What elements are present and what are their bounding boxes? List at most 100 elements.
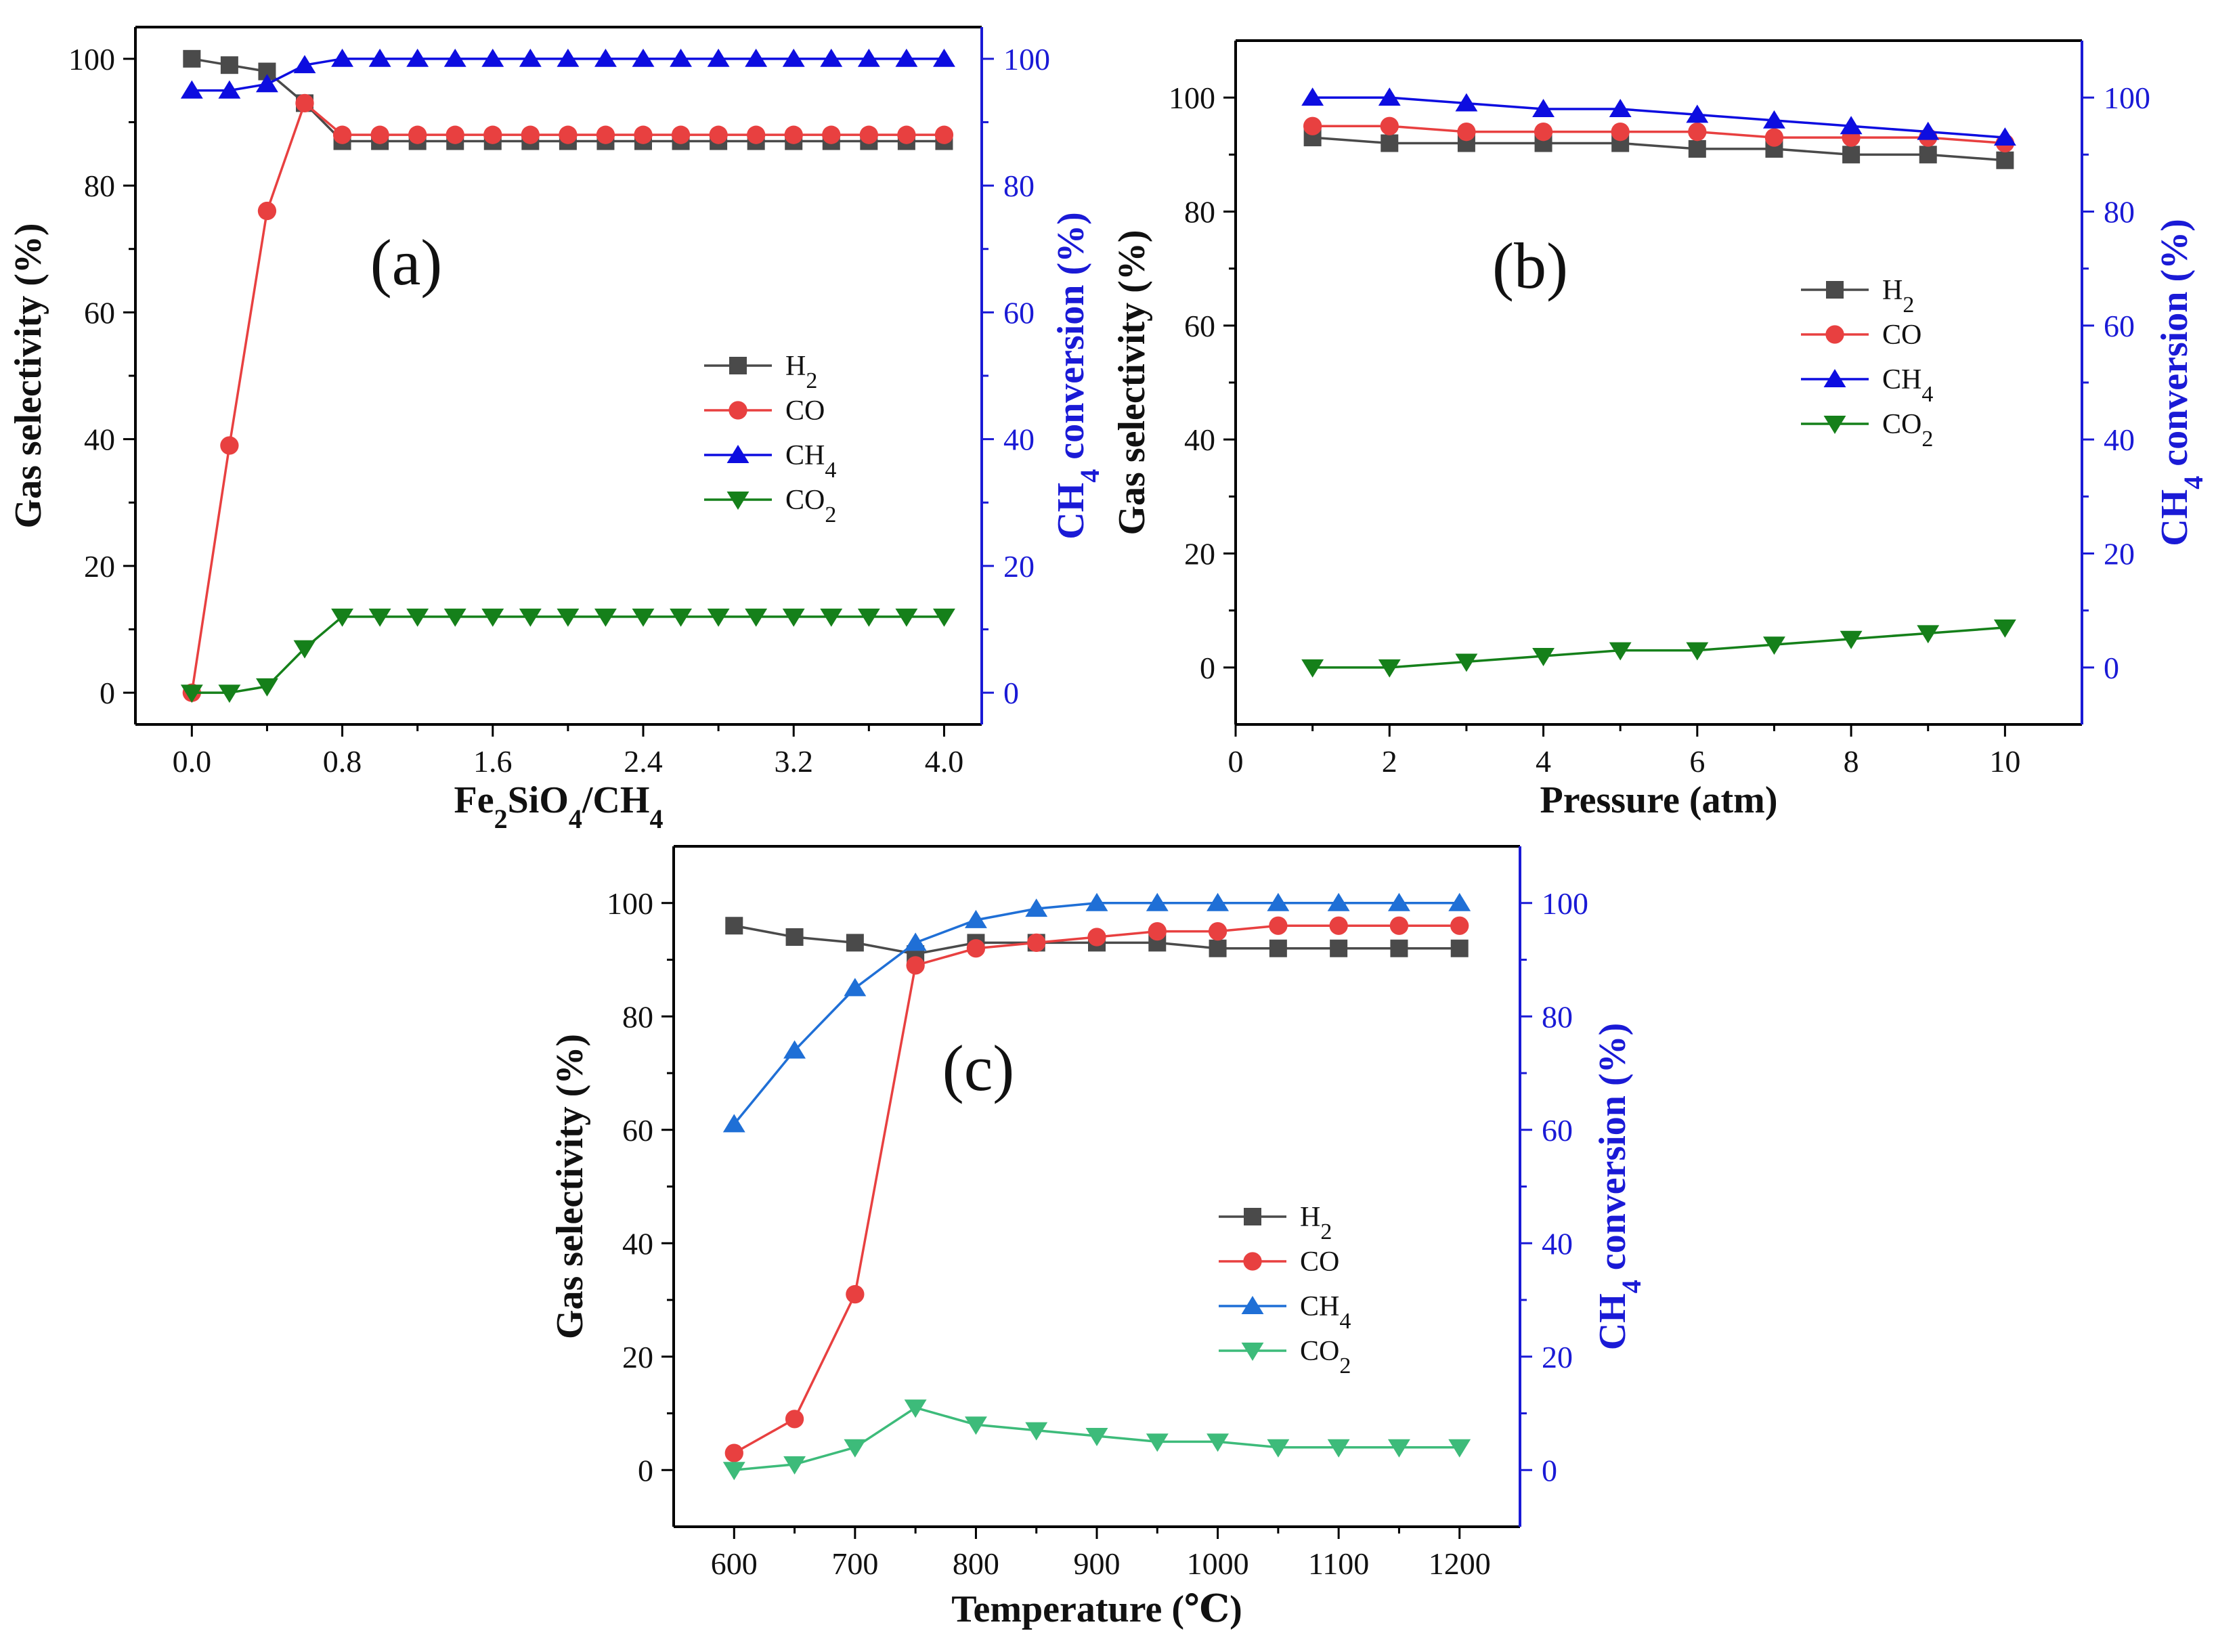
data-point <box>1146 1433 1169 1452</box>
data-point <box>632 608 655 627</box>
data-point <box>1840 116 1863 135</box>
y2-axis-title: CH4 conversion (%) <box>2154 219 2209 546</box>
data-point <box>844 978 867 997</box>
data-point <box>934 125 954 144</box>
y-tick-label: 20 <box>622 1340 653 1374</box>
data-point <box>709 125 728 144</box>
x-axis-title: Pressure (atm) <box>1540 779 1778 821</box>
panel-label: (a) <box>370 226 443 299</box>
data-point <box>1146 892 1169 911</box>
series-co2 <box>180 608 955 703</box>
series-line <box>1312 136 2005 162</box>
chart-panel-c: 600 700 800 900 1000 1100 12000204060801000204… <box>549 845 1647 1630</box>
data-point <box>820 608 843 627</box>
y2-axis-title: CH4 conversion (%) <box>1050 212 1105 540</box>
data-point <box>1448 1439 1471 1458</box>
data-point <box>671 125 691 144</box>
y2-tick-label: 80 <box>1003 169 1035 203</box>
data-point <box>481 48 504 67</box>
data-point <box>1301 87 1324 106</box>
data-point <box>1025 1422 1048 1441</box>
data-point <box>1327 892 1350 911</box>
data-point <box>906 956 925 975</box>
data-point <box>1381 134 1399 152</box>
series-line <box>190 101 944 693</box>
data-point <box>1457 123 1476 142</box>
data-point <box>1301 659 1324 678</box>
chart-panel-a: 0.0 0.8 1.6 2.4 3.2 4.0 0 20 40 60 80 100 0 20 40 60 80 1… <box>7 26 1105 834</box>
data-point <box>783 1456 806 1475</box>
legend-label: H2 <box>785 351 817 393</box>
data-point <box>895 48 918 67</box>
legend-label: CO2 <box>1882 409 1933 452</box>
y-tick-label: 0 <box>638 1453 653 1487</box>
data-point <box>1534 123 1553 142</box>
x-axis-title: Temperature (℃) <box>951 1588 1242 1630</box>
data-point <box>368 608 391 627</box>
y2-tick-label: 40 <box>2104 422 2135 457</box>
panel-label: (c) <box>942 1032 1015 1104</box>
data-point <box>1448 892 1471 911</box>
data-point <box>822 125 841 144</box>
data-point <box>1996 151 2014 169</box>
data-point <box>255 678 278 697</box>
legend-label: CO <box>1882 320 1921 351</box>
legend-label: CH4 <box>1882 364 1933 407</box>
data-point <box>1085 1428 1108 1446</box>
data-point <box>1267 1439 1290 1458</box>
data-point <box>1993 127 2016 146</box>
series-ch4 <box>1301 87 2016 146</box>
y2-tick-label: 40 <box>1542 1226 1573 1261</box>
x-tick-label: 10 <box>1989 744 2020 779</box>
y2-tick-label: 40 <box>1003 422 1035 457</box>
data-point <box>857 608 880 627</box>
data-point <box>670 48 693 67</box>
y2-tick-label: 0 <box>1542 1453 1557 1487</box>
data-point <box>782 608 805 627</box>
data-point <box>1378 659 1401 678</box>
data-point <box>368 48 391 67</box>
data-point <box>557 608 580 627</box>
legend-marker <box>1241 1296 1264 1314</box>
data-point <box>1390 939 1408 957</box>
x-tick-label: 700 <box>831 1546 878 1581</box>
data-point <box>1387 1439 1410 1458</box>
series-line <box>1312 96 2005 139</box>
data-point <box>257 201 277 221</box>
series-co2 <box>722 1399 1471 1481</box>
y-tick-label: 80 <box>622 999 653 1034</box>
legend-marker <box>726 445 749 463</box>
data-point <box>820 48 843 67</box>
series-co <box>724 916 1469 1462</box>
data-point <box>180 80 203 99</box>
data-point <box>1269 916 1288 935</box>
legend-label: H2 <box>1300 1202 1332 1244</box>
data-point <box>846 934 864 952</box>
data-point <box>1455 93 1478 112</box>
legend-marker <box>1823 416 1846 434</box>
data-point <box>1303 116 1322 135</box>
data-point <box>964 1416 987 1435</box>
data-point <box>594 608 617 627</box>
legend-label: CH4 <box>785 440 836 483</box>
y2-tick-label: 80 <box>1542 999 1573 1034</box>
series-line <box>1312 626 2005 669</box>
data-point <box>785 1410 804 1429</box>
y2-tick-label: 100 <box>1542 886 1588 921</box>
data-point <box>1330 939 1348 957</box>
y2-tick-label: 0 <box>2104 651 2119 685</box>
legend-label: CO <box>785 395 825 427</box>
x-tick-label: 0.8 <box>323 744 362 779</box>
data-point <box>722 1114 745 1133</box>
data-point <box>724 1443 743 1462</box>
data-point <box>1993 619 2016 638</box>
data-point <box>1327 1439 1350 1458</box>
series-line <box>1312 125 2005 145</box>
data-point <box>332 125 352 144</box>
legend-marker <box>729 401 747 420</box>
data-point <box>1686 642 1709 661</box>
data-point <box>1840 630 1863 649</box>
data-point <box>408 125 427 144</box>
data-point <box>255 74 278 93</box>
y2-tick-label: 20 <box>1003 549 1035 584</box>
